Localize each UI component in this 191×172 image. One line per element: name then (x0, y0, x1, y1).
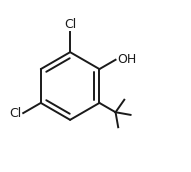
Text: Cl: Cl (10, 107, 22, 120)
Text: OH: OH (117, 53, 136, 66)
Text: Cl: Cl (64, 18, 76, 31)
